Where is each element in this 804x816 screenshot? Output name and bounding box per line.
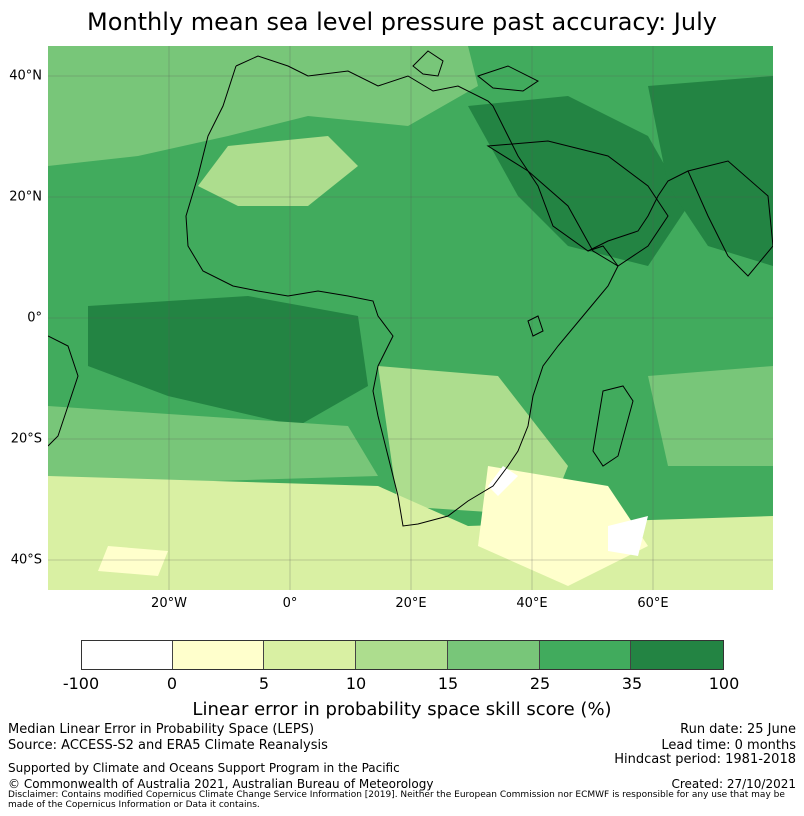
colorbar-tick-label: 10 (345, 674, 367, 693)
lon-label-0: 0° (282, 596, 298, 611)
colorbar-segment-5 (447, 641, 540, 669)
colorbar-segment-3 (264, 641, 357, 669)
coastline-lake-victoria (527, 315, 544, 337)
coastline-italy (412, 50, 444, 77)
lon-label-40e: 40°E (516, 596, 548, 611)
colorbar-title: Linear error in probability space skill … (192, 699, 612, 720)
skill-patch-south-atlantic (48, 406, 378, 486)
coastline-turkey (476, 65, 539, 92)
graticule (48, 46, 773, 590)
lead-time: Lead time: 0 months (661, 738, 796, 753)
colorbar-tick-label: 15 (437, 674, 459, 693)
lat-label-20n: 20°N (9, 189, 42, 205)
coastline-africa (185, 65, 619, 527)
skill-patch-lowest (488, 466, 518, 496)
colorbar-segment-4 (356, 641, 448, 669)
chart-title: Monthly mean sea level pressure past acc… (87, 8, 717, 36)
colorbar-tick-label: 25 (529, 674, 551, 693)
coastline-madagascar (592, 385, 634, 467)
colorbar-segment-1 (82, 641, 173, 669)
map-canvas (48, 46, 773, 590)
skill-patch-arabia (468, 96, 688, 266)
colorbar-tick-label: 0 (166, 674, 178, 693)
coastline-south-america (48, 335, 79, 447)
run-date: Run date: 25 June (680, 722, 796, 737)
lon-label-20e: 20°E (395, 596, 427, 611)
skill-patch-indian-ocean (648, 366, 773, 466)
created-date: Created: 27/10/2021 (671, 777, 796, 791)
lon-label-60e: 60°E (637, 596, 669, 611)
skill-patches (48, 46, 773, 590)
skill-map (48, 46, 773, 590)
skill-patch-low-sw-indian (478, 466, 648, 586)
skill-patch-atlantic-eq (88, 296, 368, 426)
colorbar-tick-label: 5 (258, 674, 270, 693)
lat-label-40n: 40°N (9, 68, 42, 84)
lat-label-40s: 40°S (10, 552, 42, 568)
method-text: Median Linear Error in Probability Space… (8, 722, 315, 737)
skill-patch-med-north (48, 46, 478, 166)
colorbar-tick-label: -100 (62, 674, 100, 693)
skill-patch-lowest-2 (608, 516, 648, 556)
lon-label-20w: 20°W (151, 596, 187, 611)
colorbar-tick-label: 100 (708, 674, 740, 693)
colorbar-segment-6 (539, 641, 632, 669)
copyright-text: © Commonwealth of Australia 2021, Austra… (8, 777, 434, 791)
support-text: Supported by Climate and Oceans Support … (8, 761, 400, 775)
disclaimer-text: Disclaimer: Contains modified Copernicus… (8, 790, 785, 810)
coastline-india (687, 160, 773, 277)
colorbar-segment-7 (631, 641, 724, 669)
coastline-arabia (486, 140, 669, 267)
lat-label-20s: 20°S (10, 431, 42, 447)
hindcast-period: Hindcast period: 1981-2018 (614, 752, 796, 767)
colorbar-segment-2 (172, 641, 265, 669)
skill-patch-low-south-atlantic (98, 546, 168, 576)
coastlines (48, 50, 773, 527)
lat-label-equator: 0° (27, 310, 42, 326)
colorbar-tick-label: 35 (621, 674, 643, 693)
source-text: Source: ACCESS-S2 and ERA5 Climate Reana… (8, 738, 328, 753)
coastline-north-africa-red-sea (235, 55, 689, 252)
skill-patch-india (648, 76, 773, 266)
colorbar (81, 640, 724, 670)
skill-patch-sahara (198, 136, 358, 206)
